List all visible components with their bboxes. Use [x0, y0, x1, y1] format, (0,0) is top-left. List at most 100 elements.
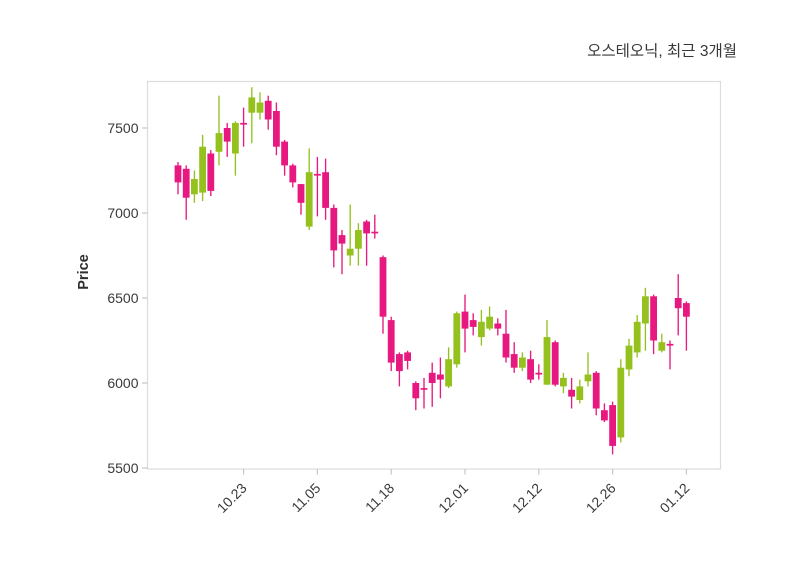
candle	[248, 87, 256, 144]
candle	[207, 150, 215, 196]
candle-body	[551, 342, 559, 385]
candle-body	[273, 111, 280, 147]
candle	[240, 107, 247, 147]
candle-body	[560, 377, 567, 387]
candle-body	[297, 184, 305, 203]
candle	[494, 318, 502, 336]
candle-body	[633, 321, 641, 353]
candle	[273, 102, 280, 156]
candle	[346, 204, 354, 266]
candle-body	[568, 389, 575, 397]
candle-body	[625, 345, 633, 370]
y-axis-tick-labels: 5500 6000 6500 7000 7500	[107, 120, 138, 476]
candle	[387, 316, 395, 372]
candle-body	[617, 367, 625, 438]
candle-body	[248, 97, 256, 113]
candle	[683, 301, 690, 351]
candle-body	[371, 231, 379, 234]
x-tick-label: 11.05	[288, 480, 324, 516]
candle-body	[305, 172, 313, 227]
candle-body	[592, 372, 600, 409]
candle	[428, 362, 436, 407]
candle	[486, 306, 493, 331]
candle-body	[486, 316, 493, 329]
candle	[182, 165, 190, 220]
y-axis-label: Price	[76, 254, 92, 289]
candle	[174, 162, 182, 195]
candle-body	[387, 320, 395, 363]
candle-body	[281, 141, 288, 166]
x-tick-label: 12.01	[435, 480, 471, 516]
candle	[633, 315, 641, 358]
candle-body	[207, 153, 215, 191]
candle	[355, 223, 362, 266]
candle	[412, 381, 420, 411]
candle	[445, 347, 452, 389]
x-tick-label: 01.12	[656, 480, 692, 516]
candle	[609, 401, 616, 455]
candle-body	[674, 298, 682, 309]
candle-body	[510, 354, 518, 368]
candle-body	[666, 343, 674, 346]
candle-body	[519, 357, 526, 368]
candle-body	[240, 122, 247, 125]
candle	[551, 340, 559, 387]
candle	[232, 121, 239, 176]
candle	[371, 214, 379, 239]
axis-ticks	[142, 127, 688, 475]
candle	[191, 170, 198, 203]
candle	[666, 340, 674, 370]
candle-body	[338, 235, 346, 244]
candle	[650, 294, 657, 355]
candle	[592, 371, 600, 416]
candle	[363, 219, 370, 266]
candle	[568, 377, 575, 409]
candle-body	[609, 405, 616, 446]
candle	[461, 294, 469, 353]
candle-body	[232, 122, 239, 154]
candle-body	[420, 388, 428, 390]
y-tick-label: 7500	[107, 120, 138, 136]
candle	[469, 313, 477, 336]
x-tick-label: 10.23	[214, 480, 250, 516]
candle	[281, 139, 288, 176]
candle-body	[215, 133, 223, 152]
candle	[264, 95, 272, 130]
candle	[543, 320, 551, 385]
x-tick-label: 11.18	[362, 480, 398, 516]
y-tick-label: 6500	[107, 290, 138, 306]
y-tick-label: 5500	[107, 460, 138, 476]
candle	[601, 403, 608, 423]
candle	[535, 364, 543, 380]
candle	[519, 352, 526, 372]
candle	[617, 359, 625, 443]
candle-body	[437, 374, 444, 380]
candle	[527, 350, 534, 383]
candle-body	[658, 342, 666, 351]
x-axis-tick-labels: 10.23 11.05 11.18 12.01 12.12 12.26 01.12	[214, 480, 693, 516]
chart-title: 오스테오닉, 최근 3개월	[587, 42, 737, 60]
candle-body	[346, 248, 354, 256]
candle	[478, 309, 485, 346]
candle-body	[322, 172, 329, 208]
candle-body	[453, 313, 461, 365]
candle-body	[314, 173, 321, 176]
candle-body	[264, 100, 272, 120]
candle-body	[527, 359, 534, 380]
candle	[658, 333, 666, 353]
candle-body	[404, 352, 411, 361]
candle	[289, 163, 297, 188]
candle-body	[396, 354, 403, 372]
candles-layer	[174, 87, 690, 455]
candle	[305, 148, 313, 230]
candle-body	[683, 303, 690, 317]
candle-body	[256, 102, 264, 113]
candle	[584, 352, 592, 387]
candle	[502, 309, 510, 363]
candle-body	[502, 333, 510, 358]
candle-body	[182, 168, 190, 198]
candle	[314, 156, 321, 217]
y-tick-label: 7000	[107, 205, 138, 221]
